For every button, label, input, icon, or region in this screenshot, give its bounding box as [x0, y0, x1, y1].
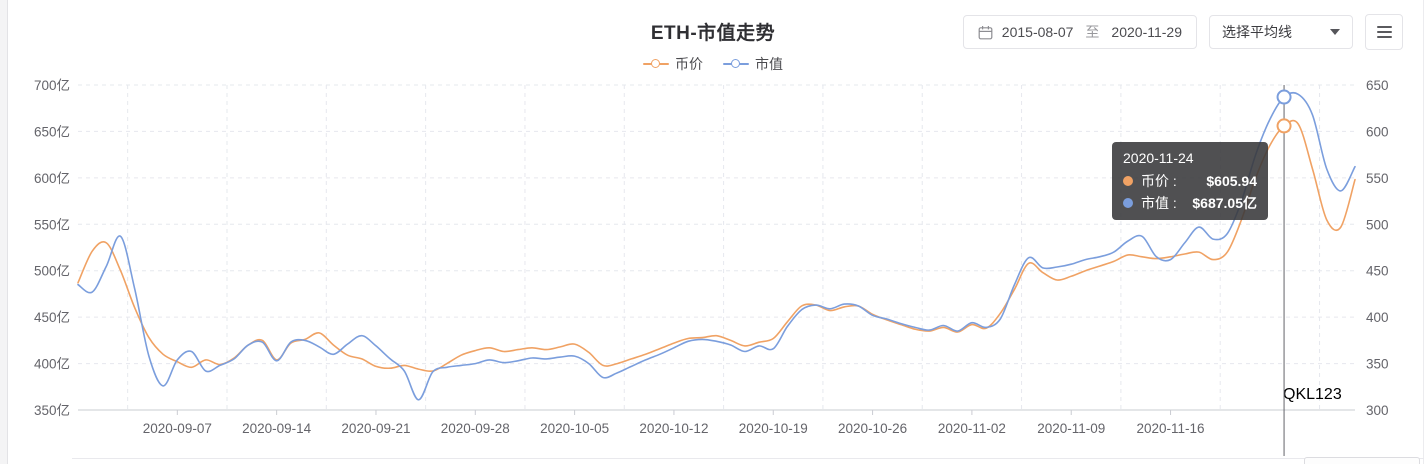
y-axis-left-label: 550亿: [34, 217, 70, 232]
y-axis-right-label: 300: [1366, 403, 1389, 418]
y-axis-left-label: 350亿: [34, 403, 70, 418]
legend-label: 市值: [755, 56, 783, 72]
y-axis-right-label: 450: [1366, 264, 1389, 279]
series-line-币价: [77, 119, 1356, 373]
y-axis-right-label: 500: [1366, 217, 1389, 232]
watermark-qkl123: QKL123: [1283, 386, 1342, 403]
line-circle-icon: [643, 59, 669, 69]
x-axis-label: 2020-10-12: [639, 421, 708, 436]
y-axis-left-label: 500亿: [34, 264, 70, 279]
x-axis-label: 2020-09-28: [441, 421, 510, 436]
y-axis-left-label: 700亿: [34, 78, 70, 93]
x-axis-label: 2020-09-21: [341, 421, 410, 436]
page-title: ETH-市值走势: [650, 23, 776, 44]
datazoom-handle[interactable]: [1304, 457, 1420, 464]
x-axis-label: 2020-09-07: [143, 421, 212, 436]
y-axis-right-label: 650: [1366, 78, 1389, 93]
date-separator: 至: [1085, 24, 1100, 40]
moving-average-select[interactable]: 选择平均线: [1209, 15, 1353, 49]
x-axis-label: 2020-11-16: [1137, 421, 1205, 436]
y-axis-right-label: 350: [1366, 357, 1389, 372]
y-axis-left-label: 600亿: [34, 171, 70, 186]
hamburger-icon: [1376, 26, 1392, 28]
series-line-市值: [77, 91, 1356, 401]
y-axis-right-label: 400: [1366, 310, 1389, 325]
y-axis-left-label: 650亿: [34, 124, 70, 139]
highlight-marker-mcap: [1276, 89, 1292, 105]
chart-menu-button[interactable]: [1365, 14, 1403, 50]
highlight-marker-price: [1276, 118, 1292, 134]
legend-label: 币价: [675, 56, 703, 72]
x-axis-label: 2020-11-09: [1037, 421, 1105, 436]
date-end[interactable]: 2020-11-29: [1111, 24, 1182, 40]
chevron-down-icon: [1330, 29, 1340, 35]
y-axis-right-label: 600: [1366, 124, 1389, 139]
chart-legend: 币价 市值: [0, 54, 1426, 74]
y-axis-left-label: 450亿: [34, 310, 70, 325]
line-circle-icon: [723, 59, 749, 69]
date-start[interactable]: 2015-08-07: [1001, 24, 1074, 40]
moving-average-select-label: 选择平均线: [1222, 24, 1292, 40]
page-right-edge: [1423, 0, 1424, 464]
date-range-picker[interactable]: 2015-08-07 至 2020-11-29: [962, 15, 1197, 49]
y-axis-right-label: 550: [1366, 171, 1389, 186]
page-left-edge: [0, 0, 8, 464]
legend-item-price[interactable]: 币价: [643, 54, 703, 74]
toolbar: 2015-08-07 至 2020-11-29 选择平均线: [962, 14, 1403, 50]
x-axis-label: 2020-10-19: [739, 421, 808, 436]
y-axis-left-label: 400亿: [34, 357, 70, 372]
calendar-icon: [978, 25, 993, 39]
datazoom-top-line: [72, 458, 1424, 459]
x-axis-label: 2020-10-26: [838, 421, 907, 436]
legend-item-mcap[interactable]: 市值: [723, 54, 783, 74]
x-axis-label: 2020-10-05: [540, 421, 609, 436]
x-axis-label: 2020-11-02: [938, 421, 1006, 436]
x-axis-label: 2020-09-14: [242, 421, 312, 436]
